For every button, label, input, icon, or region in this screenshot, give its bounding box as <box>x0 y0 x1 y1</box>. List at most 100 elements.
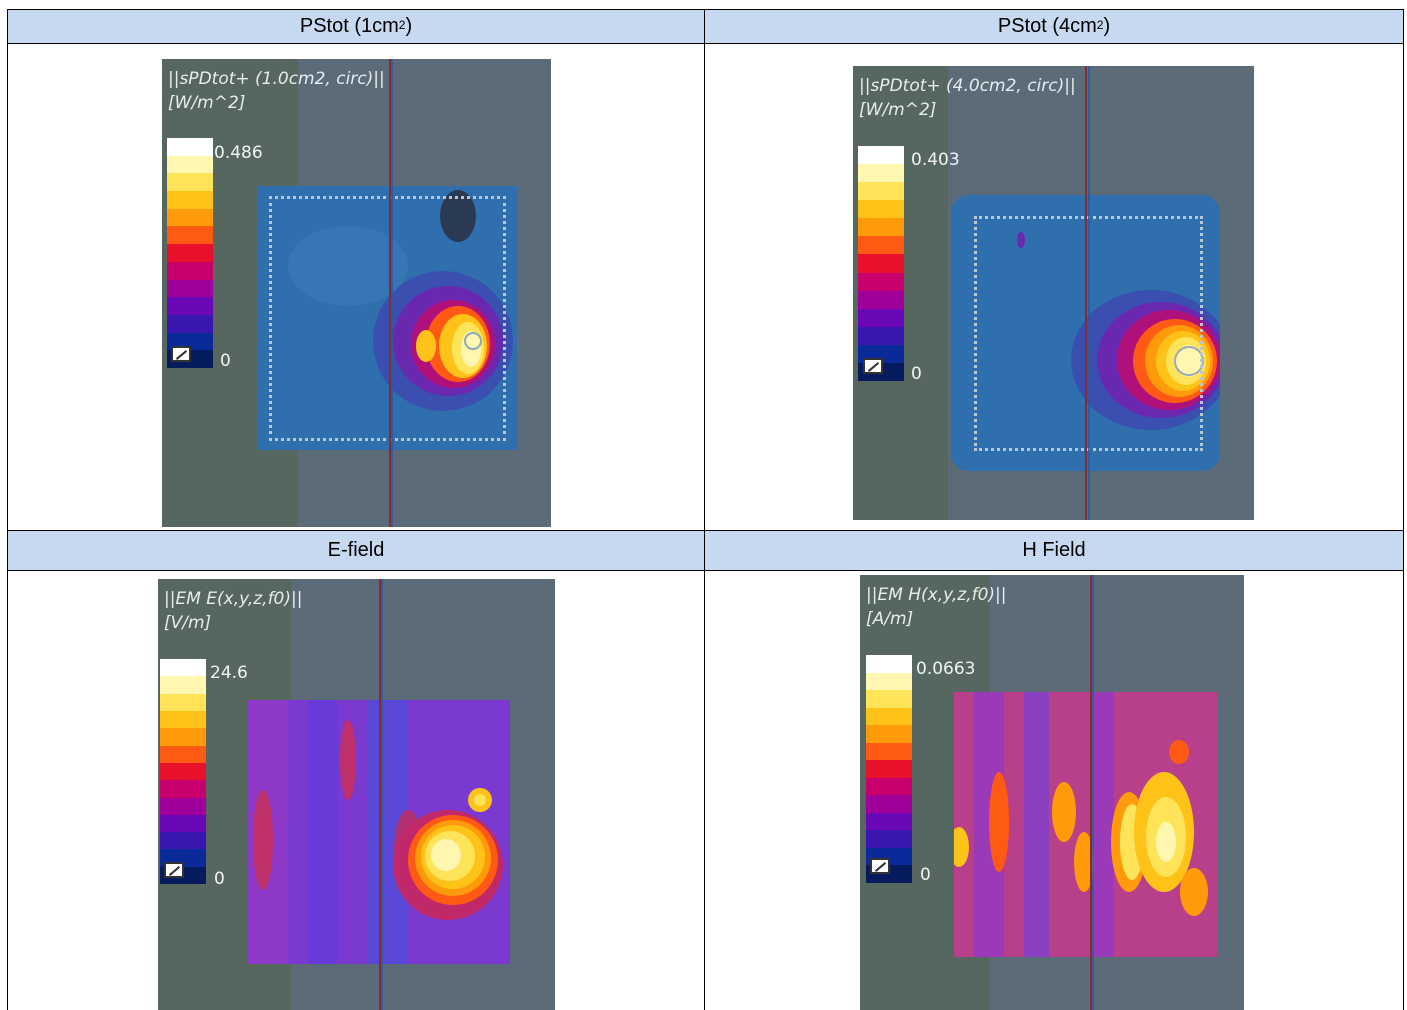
colorbar-step <box>160 693 206 711</box>
colorbar-step <box>866 760 912 778</box>
colorbar-step <box>167 138 213 156</box>
colorbar-step <box>866 812 912 831</box>
section-line <box>1092 575 1094 1010</box>
colorbar <box>167 138 213 368</box>
cursor-line <box>1085 66 1087 520</box>
colorbar-step <box>858 254 904 273</box>
plot-title: ||EM E(x,y,z,f0)|| [V/m] <box>164 587 302 635</box>
plot-title: ||sPDtot+ (1.0cm2, circ)|| [W/m^2] <box>168 67 385 115</box>
colorbar-step <box>167 226 213 245</box>
colorbar-max: 0.403 <box>911 150 960 170</box>
colorbar-min: 0 <box>920 865 931 885</box>
colorbar-step <box>167 297 213 315</box>
table-border-top <box>7 9 1404 10</box>
colorbar-max: 24.6 <box>210 663 248 683</box>
header-text: E-field <box>327 539 385 561</box>
colorbar-min: 0 <box>214 869 225 889</box>
colorbar-step <box>858 164 904 183</box>
unit-label: [W/m^2] <box>859 100 937 120</box>
table-border-right <box>1403 9 1404 1010</box>
colorbar-min: 0 <box>911 364 922 384</box>
colorbar-toggle-icon[interactable] <box>164 862 184 878</box>
header-close: ) <box>405 15 413 37</box>
colorbar-step <box>160 797 206 815</box>
header-e-field: E-field <box>8 531 704 570</box>
colorbar-step <box>160 659 206 677</box>
colorbar-step <box>866 690 912 708</box>
colorbar-step <box>160 814 206 833</box>
e-field-plot: ||EM E(x,y,z,f0)|| [V/m] 24.6 0 <box>158 579 555 1010</box>
colorbar-min: 0 <box>220 351 231 371</box>
colorbar-step <box>160 780 206 798</box>
header-sup: 2 <box>398 17 406 32</box>
table-rule <box>7 43 1404 44</box>
h-field-contours <box>954 692 1217 957</box>
results-table: PStot (1cm 2) PStot (4cm 2) E-field H Fiel… <box>7 9 1404 1010</box>
colorbar-step <box>858 218 904 237</box>
header-pstot-1cm2: PStot (1cm 2) <box>8 10 704 43</box>
header-h-field: H Field <box>705 531 1403 570</box>
plot-title: ||EM H(x,y,z,f0)|| [A/m] <box>866 583 1007 631</box>
colorbar-step <box>858 182 904 201</box>
quantity-label: ||EM H(x,y,z,f0)|| <box>866 585 1007 605</box>
colorbar-step <box>866 655 912 673</box>
cursor-line <box>389 59 391 527</box>
colorbar-toggle-icon[interactable] <box>870 858 890 874</box>
colorbar-step <box>160 728 206 746</box>
colorbar-step <box>858 236 904 255</box>
colorbar-step <box>858 290 904 309</box>
colorbar-step <box>167 279 213 298</box>
colorbar-toggle-icon[interactable] <box>863 358 883 374</box>
header-pstot-4cm2: PStot (4cm 2) <box>705 10 1403 43</box>
section-line <box>1088 66 1090 520</box>
cursor-line <box>1090 575 1092 1010</box>
plot-title: ||sPDtot+ (4.0cm2, circ)|| [W/m^2] <box>859 74 1076 122</box>
colorbar-step <box>866 777 912 796</box>
unit-label: [A/m] <box>866 609 914 629</box>
colorbar-step <box>858 272 904 291</box>
colorbar-step <box>866 707 912 726</box>
colorbar <box>866 655 912 883</box>
colorbar-step <box>167 191 213 209</box>
quantity-label: ||sPDtot+ (4.0cm2, circ)|| <box>859 76 1076 96</box>
colorbar-step <box>167 314 213 333</box>
colorbar <box>160 659 206 885</box>
colorbar-step <box>858 200 904 219</box>
colorbar-step <box>160 832 206 850</box>
colorbar-max: 0.486 <box>214 143 263 163</box>
colorbar-toggle-icon[interactable] <box>171 346 191 362</box>
evaluation-area-outline <box>269 196 506 441</box>
quantity-label: ||EM E(x,y,z,f0)|| <box>164 589 303 609</box>
colorbar-step <box>866 672 912 691</box>
section-line <box>391 59 393 527</box>
colorbar-step <box>866 742 912 761</box>
header-close: ) <box>1103 15 1111 37</box>
unit-label: [W/m^2] <box>168 93 246 113</box>
colorbar-step <box>167 173 213 192</box>
colorbar-step <box>167 244 213 262</box>
colorbar-step <box>167 261 213 280</box>
header-text: PStot (4cm <box>997 15 1097 37</box>
colorbar-step <box>866 725 912 743</box>
colorbar-step <box>167 208 213 227</box>
colorbar-step <box>858 308 904 327</box>
section-line <box>381 579 383 1010</box>
unit-label: [V/m] <box>164 613 212 633</box>
table-rule <box>7 570 1404 571</box>
colorbar-step <box>858 326 904 345</box>
power-density-map <box>258 186 517 450</box>
table-border-left <box>7 9 8 1010</box>
header-text: H Field <box>1022 539 1086 561</box>
pstot-1cm2-plot: ||sPDtot+ (1.0cm2, circ)|| [W/m^2] 0.486… <box>162 59 551 527</box>
table-rule <box>7 530 1404 531</box>
colorbar-max: 0.0663 <box>916 659 976 679</box>
h-field-plot: ||EM H(x,y,z,f0)|| [A/m] 0.0663 0 <box>860 575 1244 1010</box>
colorbar-step <box>167 155 213 174</box>
colorbar-step <box>866 830 912 848</box>
colorbar <box>858 146 904 382</box>
colorbar-step <box>160 676 206 694</box>
pstot-4cm2-plot: ||sPDtot+ (4.0cm2, circ)|| [W/m^2] 0.403… <box>853 66 1254 520</box>
colorbar-step <box>858 146 904 165</box>
colorbar-step <box>160 762 206 781</box>
colorbar-step <box>160 710 206 729</box>
